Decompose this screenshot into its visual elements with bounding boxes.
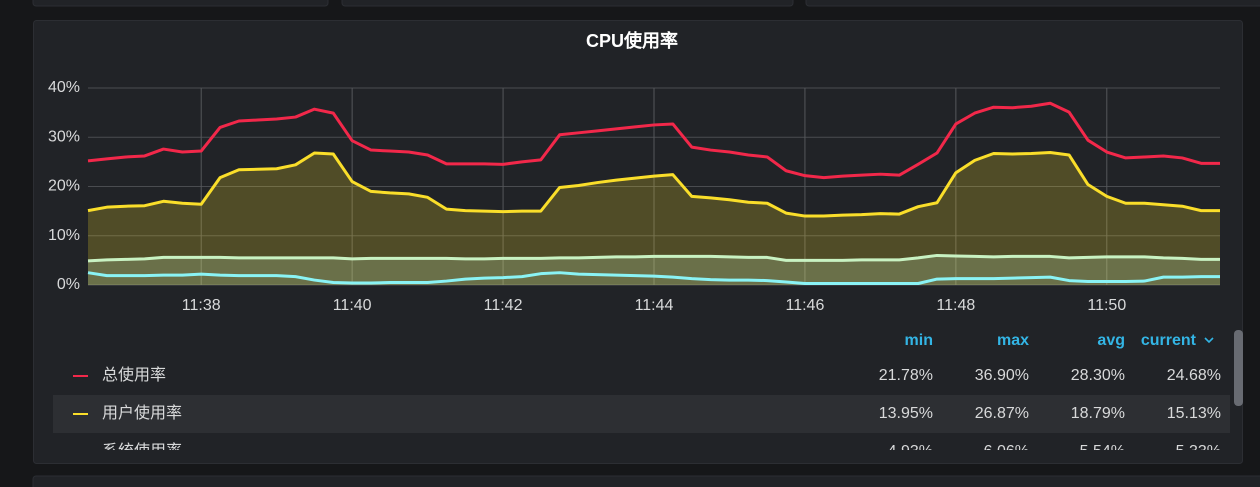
x-tick-label: 11:40 <box>333 297 372 314</box>
x-tick-label: 11:46 <box>786 297 825 314</box>
legend-name[interactable]: 用户使用率 <box>102 404 182 422</box>
sort-icon[interactable] <box>1204 337 1214 344</box>
legend-value: 6.06% <box>984 443 1029 460</box>
legend-value: 24.68% <box>1167 367 1221 384</box>
panel-above <box>32 0 329 7</box>
panel-above <box>805 0 1260 7</box>
y-tick-label: 20% <box>48 178 80 195</box>
x-tick-label: 11:38 <box>182 297 221 314</box>
legend-header[interactable]: min <box>905 332 933 349</box>
legend-name[interactable]: 系统使用率 <box>102 442 182 460</box>
legend-value: 28.30% <box>1071 367 1125 384</box>
legend-row-highlight <box>53 395 1230 433</box>
x-tick-label: 11:42 <box>484 297 523 314</box>
x-tick-label: 11:44 <box>635 297 674 314</box>
legend-value: 26.87% <box>975 405 1029 422</box>
panel <box>33 20 1243 464</box>
y-tick-label: 10% <box>48 227 80 244</box>
legend-header[interactable]: current <box>1141 332 1197 349</box>
legend: 总使用率 21.78% 36.90% 28.30% 24.68% 用户使用率 13.95% 2… <box>53 366 1230 460</box>
y-tick-label: 40% <box>48 79 80 96</box>
legend-value: 36.90% <box>975 367 1029 384</box>
legend-name[interactable]: 总使用率 <box>102 366 166 384</box>
panel-above <box>341 0 794 7</box>
legend-value: 13.95% <box>879 405 933 422</box>
x-tick-label: 11:48 <box>936 297 975 314</box>
area <box>88 255 1220 285</box>
legend-value: 4.93% <box>888 443 933 460</box>
panel-below <box>32 475 1260 487</box>
legend-value: 18.79% <box>1071 405 1125 422</box>
scrollbar[interactable] <box>1234 330 1243 406</box>
y-tick-label: 0% <box>57 276 80 293</box>
legend-header[interactable]: max <box>997 332 1029 349</box>
line <box>87 101 1220 180</box>
legend-value: 21.78% <box>879 367 933 384</box>
legend-value: 5.33% <box>1176 443 1221 460</box>
legend-header[interactable]: avg <box>1097 332 1125 349</box>
line <box>87 271 1220 286</box>
line <box>87 253 1220 263</box>
legend-value: 5.54% <box>1080 443 1125 460</box>
y-tick-label: 30% <box>48 128 80 145</box>
x-tick-label: 11:50 <box>1087 297 1126 314</box>
legend-value: 15.13% <box>1167 405 1221 422</box>
chart-title: CPU使用率 <box>586 30 678 51</box>
line <box>87 151 1220 218</box>
area <box>88 152 1220 285</box>
